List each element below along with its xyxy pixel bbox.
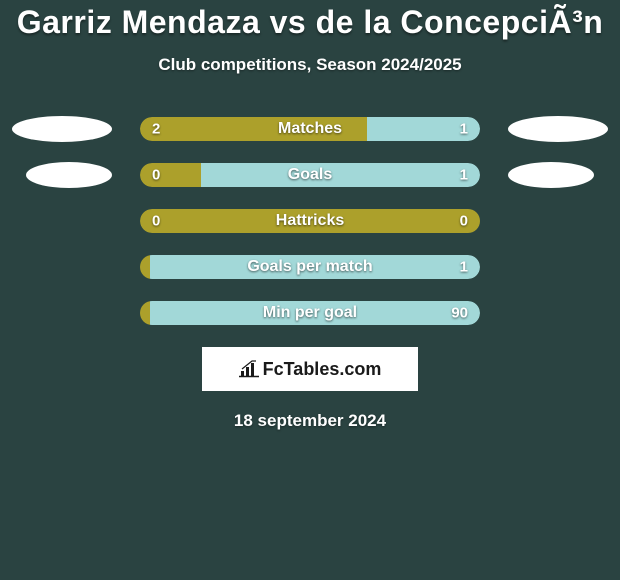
stat-value-right: 1 — [460, 259, 468, 276]
stat-row: 0 0 Hattricks — [0, 209, 620, 233]
stat-label: Goals — [288, 166, 332, 184]
bar-segment-left — [140, 163, 201, 187]
bar-segment-left — [140, 301, 150, 325]
stat-label: Min per goal — [263, 304, 357, 322]
comparison-chart: Garriz Mendaza vs de la ConcepciÃ³n Club… — [0, 0, 620, 431]
stat-bar: 2 1 Matches — [140, 117, 480, 141]
stat-bar: 90 Min per goal — [140, 301, 480, 325]
stat-row: 1 Goals per match — [0, 255, 620, 279]
stat-bar: 0 1 Goals — [140, 163, 480, 187]
stat-row: 0 1 Goals — [0, 163, 620, 187]
brand-badge: FcTables.com — [202, 347, 418, 391]
stat-bar: 0 0 Hattricks — [140, 209, 480, 233]
player-avatar-left — [12, 116, 112, 142]
stat-value-right: 1 — [460, 121, 468, 138]
stat-value-left: 0 — [152, 213, 160, 230]
bar-segment-left — [140, 255, 150, 279]
date-text: 18 september 2024 — [0, 411, 620, 431]
player-avatar-right — [508, 116, 608, 142]
stat-row: 2 1 Matches — [0, 117, 620, 141]
brand-text: FcTables.com — [263, 359, 382, 380]
stat-value-left: 0 — [152, 167, 160, 184]
stat-label: Matches — [278, 120, 342, 138]
bar-segment-right — [201, 163, 480, 187]
stat-label: Hattricks — [276, 212, 344, 230]
stat-value-right: 1 — [460, 167, 468, 184]
subtitle: Club competitions, Season 2024/2025 — [0, 55, 620, 75]
player-avatar-left — [26, 162, 112, 188]
bar-chart-icon — [239, 360, 259, 378]
stat-value-right: 90 — [451, 305, 468, 322]
player-avatar-right — [508, 162, 594, 188]
stat-value-right: 0 — [460, 213, 468, 230]
stat-value-left: 2 — [152, 121, 160, 138]
stat-rows: 2 1 Matches 0 1 Goals 0 0 Hattricks 1 Goals per ma… — [0, 117, 620, 325]
stat-row: 90 Min per goal — [0, 301, 620, 325]
page-title: Garriz Mendaza vs de la ConcepciÃ³n — [0, 4, 620, 41]
stat-bar: 1 Goals per match — [140, 255, 480, 279]
stat-label: Goals per match — [247, 258, 372, 276]
